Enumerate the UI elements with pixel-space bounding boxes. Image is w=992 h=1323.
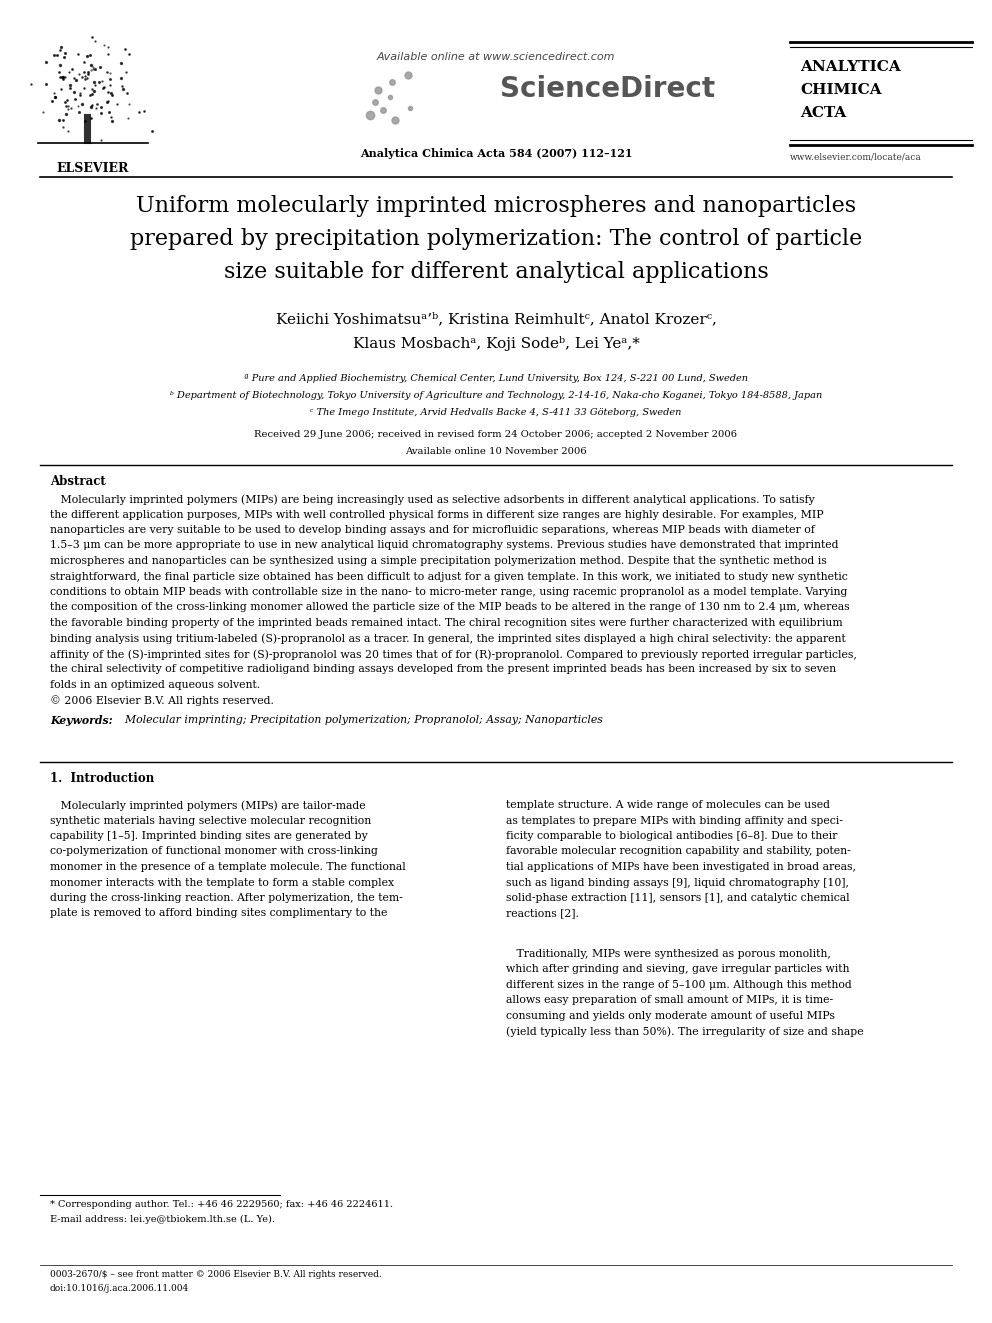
Text: Available online at www.sciencedirect.com: Available online at www.sciencedirect.co… xyxy=(377,52,615,62)
Text: ELSEVIER: ELSEVIER xyxy=(57,161,129,175)
Text: synthetic materials having selective molecular recognition: synthetic materials having selective mol… xyxy=(50,815,371,826)
Text: Abstract: Abstract xyxy=(50,475,106,488)
Text: Uniform molecularly imprinted microspheres and nanoparticles: Uniform molecularly imprinted microspher… xyxy=(136,194,856,217)
Text: which after grinding and sieving, gave irregular particles with: which after grinding and sieving, gave i… xyxy=(506,964,849,974)
Text: 1.5–3 μm can be more appropriate to use in new analytical liquid chromatography : 1.5–3 μm can be more appropriate to use … xyxy=(50,541,838,550)
Text: ᶜ The Imego Institute, Arvid Hedvalls Backe 4, S-411 33 Göteborg, Sweden: ᶜ The Imego Institute, Arvid Hedvalls Ba… xyxy=(310,407,682,417)
Text: affinity of the (S)-imprinted sites for (S)-propranolol was 20 times that of for: affinity of the (S)-imprinted sites for … xyxy=(50,650,857,660)
Text: the composition of the cross-linking monomer allowed the particle size of the MI: the composition of the cross-linking mon… xyxy=(50,602,849,613)
Text: 1.  Introduction: 1. Introduction xyxy=(50,773,154,785)
Text: folds in an optimized aqueous solvent.: folds in an optimized aqueous solvent. xyxy=(50,680,260,691)
Text: Keiichi Yoshimatsuᵃ’ᵇ, Kristina Reimhultᶜ, Anatol Krozerᶜ,: Keiichi Yoshimatsuᵃ’ᵇ, Kristina Reimhult… xyxy=(276,312,716,325)
Text: (yield typically less than 50%). The irregularity of size and shape: (yield typically less than 50%). The irr… xyxy=(506,1027,864,1037)
Text: © 2006 Elsevier B.V. All rights reserved.: © 2006 Elsevier B.V. All rights reserved… xyxy=(50,696,274,706)
Text: Molecularly imprinted polymers (MIPs) are being increasingly used as selective a: Molecularly imprinted polymers (MIPs) ar… xyxy=(50,493,814,504)
Text: prepared by precipitation polymerization: The control of particle: prepared by precipitation polymerization… xyxy=(130,228,862,250)
Text: different sizes in the range of 5–100 μm. Although this method: different sizes in the range of 5–100 μm… xyxy=(506,980,852,990)
Text: monomer interacts with the template to form a stable complex: monomer interacts with the template to f… xyxy=(50,877,394,888)
Text: during the cross-linking reaction. After polymerization, the tem-: during the cross-linking reaction. After… xyxy=(50,893,403,904)
Text: allows easy preparation of small amount of MIPs, it is time-: allows easy preparation of small amount … xyxy=(506,995,833,1005)
Text: Molecularly imprinted polymers (MIPs) are tailor-made: Molecularly imprinted polymers (MIPs) ar… xyxy=(50,800,366,811)
Text: microspheres and nanoparticles can be synthesized using a simple precipitation p: microspheres and nanoparticles can be sy… xyxy=(50,556,826,566)
Text: ACTA: ACTA xyxy=(800,106,846,120)
Text: CHIMICA: CHIMICA xyxy=(800,83,882,97)
Text: Received 29 June 2006; received in revised form 24 October 2006; accepted 2 Nove: Received 29 June 2006; received in revis… xyxy=(255,430,737,439)
Text: binding analysis using tritium-labeled (S)-propranolol as a tracer. In general, : binding analysis using tritium-labeled (… xyxy=(50,634,846,644)
Text: ª Pure and Applied Biochemistry, Chemical Center, Lund University, Box 124, S-22: ª Pure and Applied Biochemistry, Chemica… xyxy=(244,374,748,382)
Text: * Corresponding author. Tel.: +46 46 2229560; fax: +46 46 2224611.: * Corresponding author. Tel.: +46 46 222… xyxy=(50,1200,393,1209)
Text: Analytica Chimica Acta 584 (2007) 112–121: Analytica Chimica Acta 584 (2007) 112–12… xyxy=(360,148,632,159)
Text: doi:10.1016/j.aca.2006.11.004: doi:10.1016/j.aca.2006.11.004 xyxy=(50,1285,189,1293)
Text: 0003-2670/$ – see front matter © 2006 Elsevier B.V. All rights reserved.: 0003-2670/$ – see front matter © 2006 El… xyxy=(50,1270,382,1279)
Text: solid-phase extraction [11], sensors [1], and catalytic chemical: solid-phase extraction [11], sensors [1]… xyxy=(506,893,849,904)
Text: Traditionally, MIPs were synthesized as porous monolith,: Traditionally, MIPs were synthesized as … xyxy=(506,949,831,959)
Text: consuming and yields only moderate amount of useful MIPs: consuming and yields only moderate amoun… xyxy=(506,1011,835,1021)
Text: Klaus Mosbachᵃ, Koji Sodeᵇ, Lei Yeᵃ,*: Klaus Mosbachᵃ, Koji Sodeᵇ, Lei Yeᵃ,* xyxy=(352,336,640,351)
Text: monomer in the presence of a template molecule. The functional: monomer in the presence of a template mo… xyxy=(50,863,406,872)
Text: Molecular imprinting; Precipitation polymerization; Propranolol; Assay; Nanopart: Molecular imprinting; Precipitation poly… xyxy=(118,714,603,725)
Text: such as ligand binding assays [9], liquid chromatography [10],: such as ligand binding assays [9], liqui… xyxy=(506,877,849,888)
Text: E-mail address: lei.ye@tbiokem.lth.se (L. Ye).: E-mail address: lei.ye@tbiokem.lth.se (L… xyxy=(50,1215,275,1224)
Text: favorable molecular recognition capability and stability, poten-: favorable molecular recognition capabili… xyxy=(506,847,851,856)
Text: Keywords:: Keywords: xyxy=(50,714,113,726)
Text: ficity comparable to biological antibodies [6–8]. Due to their: ficity comparable to biological antibodi… xyxy=(506,831,837,841)
Text: conditions to obtain MIP beads with controllable size in the nano- to micro-mete: conditions to obtain MIP beads with cont… xyxy=(50,587,847,597)
Text: capability [1–5]. Imprinted binding sites are generated by: capability [1–5]. Imprinted binding site… xyxy=(50,831,368,841)
Text: the favorable binding property of the imprinted beads remained intact. The chira: the favorable binding property of the im… xyxy=(50,618,842,628)
Text: the different application purposes, MIPs with well controlled physical forms in : the different application purposes, MIPs… xyxy=(50,509,823,520)
Text: reactions [2].: reactions [2]. xyxy=(506,909,579,918)
Text: nanoparticles are very suitable to be used to develop binding assays and for mic: nanoparticles are very suitable to be us… xyxy=(50,525,814,534)
Text: template structure. A wide range of molecules can be used: template structure. A wide range of mole… xyxy=(506,800,830,810)
Text: as templates to prepare MIPs with binding affinity and speci-: as templates to prepare MIPs with bindin… xyxy=(506,815,843,826)
Text: ScienceDirect: ScienceDirect xyxy=(500,75,715,103)
Text: straightforward, the final particle size obtained has been difficult to adjust f: straightforward, the final particle size… xyxy=(50,572,848,582)
Text: Available online 10 November 2006: Available online 10 November 2006 xyxy=(405,447,587,456)
Text: ANALYTICA: ANALYTICA xyxy=(800,60,901,74)
Text: size suitable for different analytical applications: size suitable for different analytical a… xyxy=(223,261,769,283)
Text: plate is removed to afford binding sites complimentary to the: plate is removed to afford binding sites… xyxy=(50,909,387,918)
Text: the chiral selectivity of competitive radioligand binding assays developed from : the chiral selectivity of competitive ra… xyxy=(50,664,836,675)
Text: ᵇ Department of Biotechnology, Tokyo University of Agriculture and Technology, 2: ᵇ Department of Biotechnology, Tokyo Uni… xyxy=(170,392,822,400)
Text: co-polymerization of functional monomer with cross-linking: co-polymerization of functional monomer … xyxy=(50,847,378,856)
Text: www.elsevier.com/locate/aca: www.elsevier.com/locate/aca xyxy=(790,152,922,161)
Text: tial applications of MIPs have been investigated in broad areas,: tial applications of MIPs have been inve… xyxy=(506,863,856,872)
